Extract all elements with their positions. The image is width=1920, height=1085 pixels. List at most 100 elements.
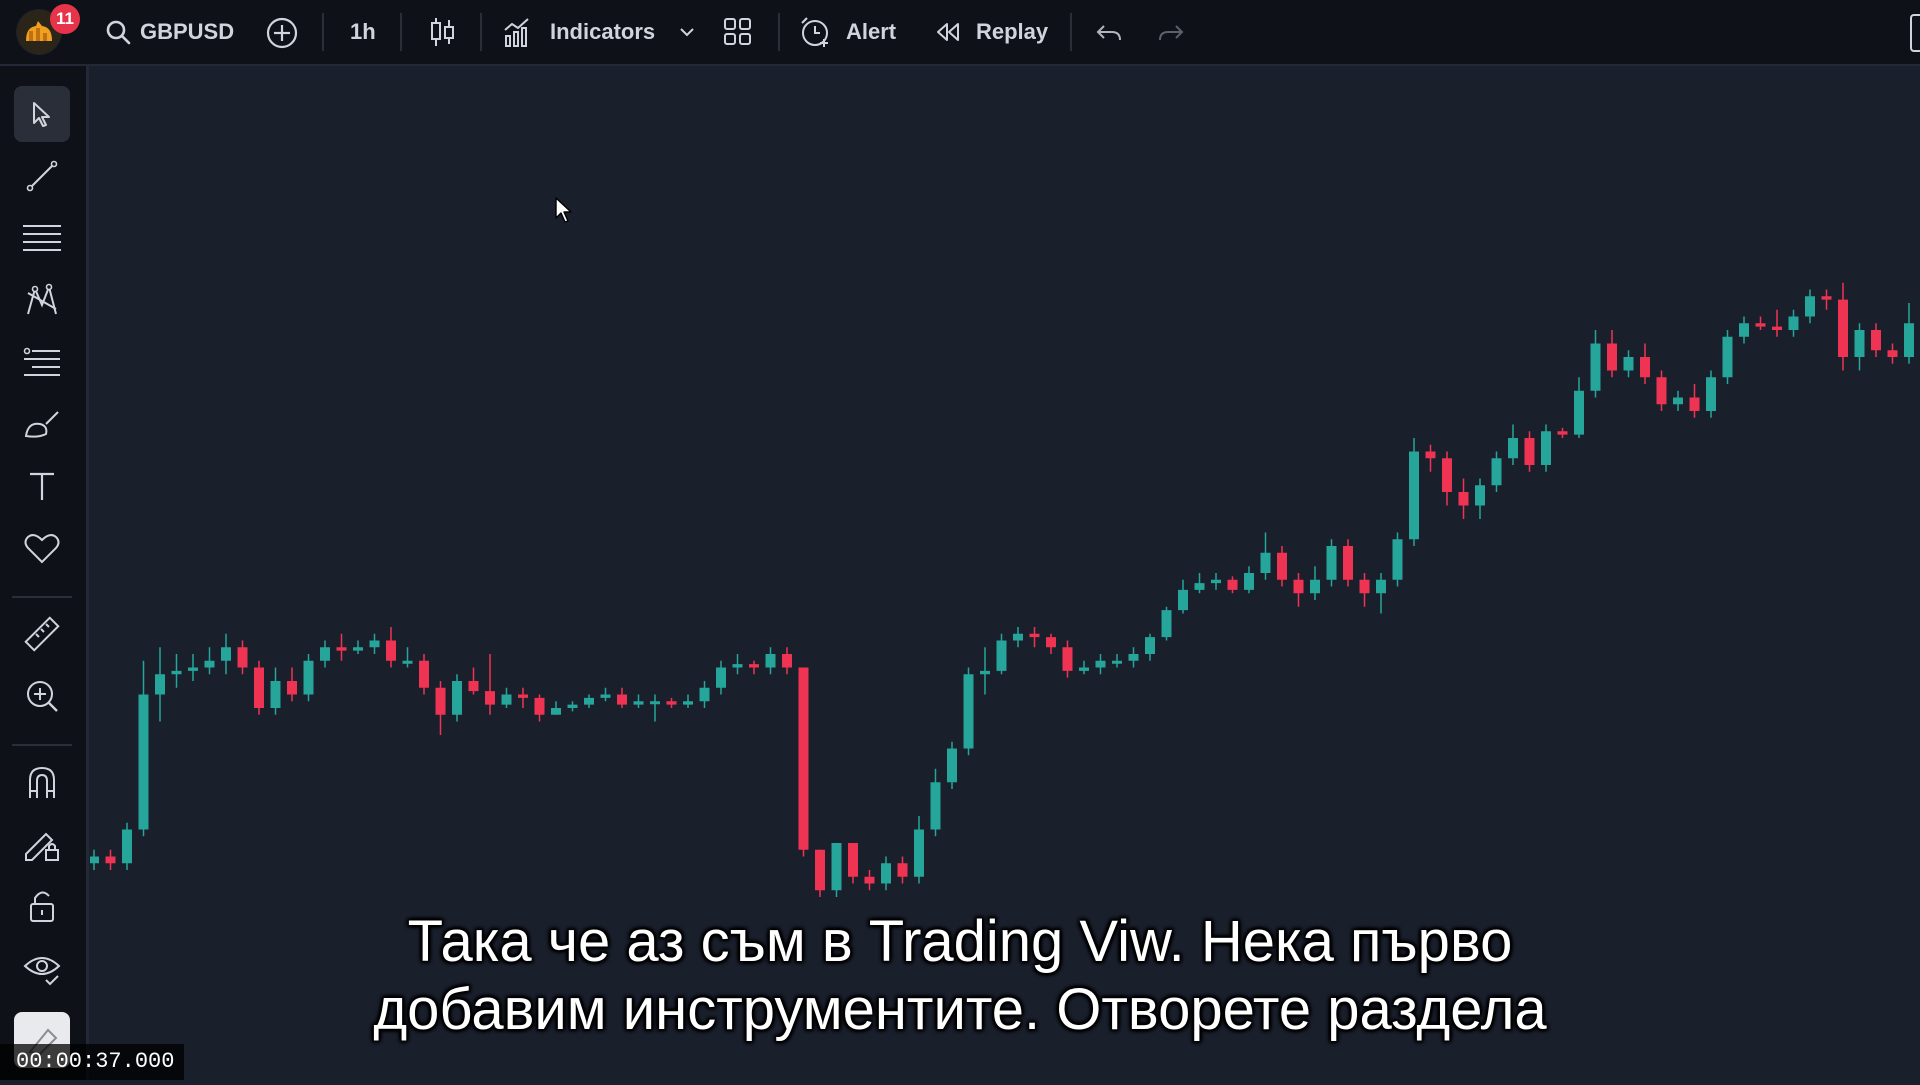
candle-body	[1805, 296, 1815, 317]
pattern-icon	[27, 283, 57, 315]
redo-icon	[1159, 25, 1184, 41]
candle	[1821, 289, 1832, 310]
toolbar-divider	[400, 13, 402, 51]
candle	[1227, 576, 1238, 594]
candle-body	[122, 829, 132, 864]
candle	[798, 667, 809, 857]
candle-body	[1871, 330, 1881, 351]
candle	[254, 660, 264, 715]
alert-button[interactable]: Alert	[798, 0, 896, 64]
candle-body	[1656, 377, 1667, 405]
candle-body	[1673, 397, 1683, 405]
candle-body	[386, 640, 396, 661]
indicators-button[interactable]: Indicators	[502, 0, 655, 64]
candle	[221, 633, 231, 675]
candle-body	[881, 863, 891, 884]
candle-body	[1491, 458, 1502, 486]
candle	[1871, 323, 1881, 357]
candle	[518, 687, 528, 708]
candle	[1508, 424, 1518, 465]
candle-body	[287, 681, 297, 695]
candle-body	[897, 863, 908, 877]
candle	[1788, 309, 1799, 337]
candle-body	[1508, 438, 1518, 459]
magnet-icon	[29, 766, 55, 798]
indicators-dropdown[interactable]	[676, 18, 698, 46]
candle-body	[963, 674, 974, 749]
cursor-tool[interactable]	[14, 86, 70, 142]
chart-area[interactable]	[89, 66, 1920, 1080]
templates-button[interactable]	[722, 16, 754, 48]
candle-body	[914, 829, 924, 877]
chart-type-button[interactable]	[424, 14, 460, 50]
candle-body	[1541, 431, 1551, 465]
candlestick-chart[interactable]	[89, 66, 1920, 1080]
candle	[914, 816, 924, 884]
interval-button[interactable]: 1h	[350, 0, 376, 64]
candle	[683, 694, 693, 708]
replay-label: Replay	[976, 19, 1049, 44]
subtitle-line-2: добавим инструментите. Отворете раздела	[373, 977, 1547, 1042]
zoom-tool[interactable]	[14, 668, 70, 724]
candle	[1343, 539, 1353, 587]
layout-button[interactable]	[1910, 14, 1920, 52]
candle	[1112, 654, 1122, 668]
undo-button[interactable]	[1094, 18, 1124, 46]
candle-body	[518, 694, 528, 698]
candle	[320, 640, 330, 668]
candle	[1574, 377, 1584, 438]
candle-body	[815, 849, 825, 891]
candle-body	[501, 694, 512, 705]
brush-tool[interactable]	[14, 396, 70, 452]
video-timestamp: 00:00:37.000	[0, 1044, 185, 1080]
candle	[501, 687, 512, 708]
toolbar-divider	[778, 13, 780, 51]
visibility-tool[interactable]	[14, 940, 70, 996]
text-tool[interactable]	[14, 458, 70, 514]
redo-button[interactable]	[1156, 18, 1186, 46]
candle-body	[1145, 637, 1155, 654]
candle-body	[485, 691, 495, 705]
magnet-tool[interactable]	[14, 754, 70, 810]
candle-body	[980, 670, 990, 675]
candle-body	[683, 701, 693, 705]
favorites-tool[interactable]	[14, 520, 70, 576]
candle	[468, 667, 479, 695]
candle	[1359, 573, 1370, 607]
fib-tool[interactable]	[14, 334, 70, 390]
candle	[353, 640, 363, 654]
candle	[188, 654, 198, 681]
candle-body	[254, 667, 264, 708]
candle-body	[600, 694, 611, 698]
candle	[1062, 640, 1073, 678]
candle	[848, 843, 858, 884]
candle-body	[89, 856, 99, 864]
candle	[1904, 303, 1914, 364]
candle-body	[1442, 458, 1452, 492]
fib-icon	[23, 347, 60, 376]
candle	[1755, 316, 1766, 330]
lock-drawing-tool[interactable]	[14, 816, 70, 872]
toolbar-divider	[480, 13, 482, 51]
candle	[89, 849, 99, 870]
compare-symbol-button[interactable]	[264, 15, 300, 51]
candle	[947, 741, 957, 789]
horizontal-lines-tool[interactable]	[14, 210, 70, 266]
lock-all-tool[interactable]	[14, 878, 70, 934]
candle	[204, 647, 215, 675]
candle	[1541, 424, 1551, 472]
candle-body	[633, 701, 644, 705]
candle	[633, 694, 644, 708]
alert-label: Alert	[846, 19, 897, 44]
replay-button[interactable]: Replay	[934, 0, 1048, 64]
measure-tool[interactable]	[14, 606, 70, 662]
pattern-tool[interactable]	[14, 272, 70, 328]
plus-circle-icon	[266, 17, 298, 49]
candle	[1706, 370, 1716, 418]
lock-icon	[30, 891, 54, 922]
candle	[584, 694, 594, 708]
candle	[1590, 330, 1601, 398]
trend-line-tool[interactable]	[14, 148, 70, 204]
candle-body	[336, 647, 347, 651]
symbol-search-button[interactable]: GBPUSD	[104, 0, 234, 64]
